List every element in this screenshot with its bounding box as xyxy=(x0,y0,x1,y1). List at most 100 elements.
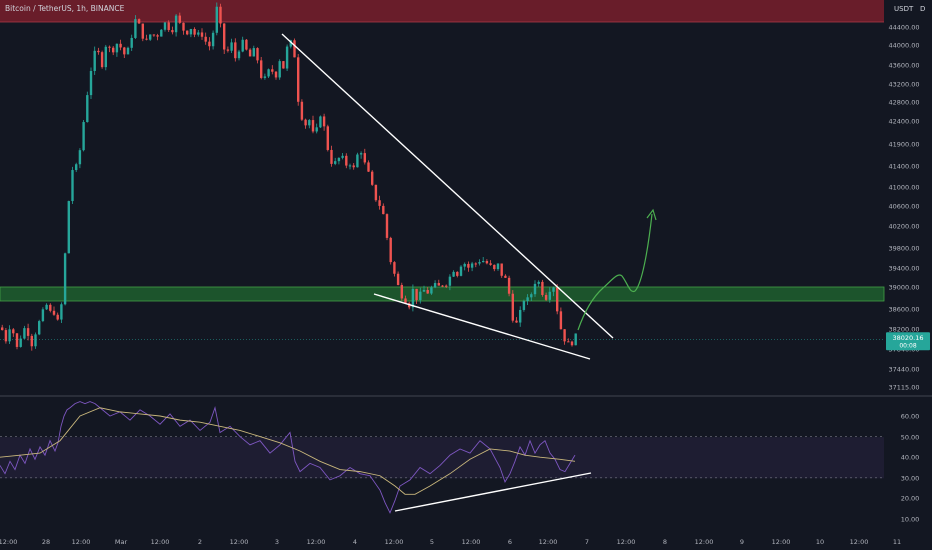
candle-body xyxy=(341,155,344,158)
current-price-badge[interactable] xyxy=(886,332,930,351)
candle-body xyxy=(519,309,522,323)
price-tick-label: 44000.00 xyxy=(888,42,919,50)
time-tick-label: 4 xyxy=(353,538,357,546)
rsi-tick-label: 50.00 xyxy=(901,434,920,442)
rsi-divergence-trendline[interactable] xyxy=(394,472,592,512)
time-tick-label: 12:00 xyxy=(385,538,404,546)
drawings-layer xyxy=(281,33,657,512)
rsi-pane-bg xyxy=(0,398,932,550)
candle-body xyxy=(100,52,104,68)
price-tick-label: 38600.00 xyxy=(888,306,919,314)
candle-body xyxy=(559,311,563,330)
rsi-pane[interactable] xyxy=(0,398,932,550)
time-tick-label: Mar xyxy=(115,538,128,546)
candle-body xyxy=(248,49,252,57)
candle-body xyxy=(430,287,433,294)
time-tick-label: 12:00 xyxy=(462,538,481,546)
candle-body xyxy=(345,155,348,166)
candle-body xyxy=(304,119,307,126)
candle-body xyxy=(193,28,196,35)
candle-body xyxy=(463,263,466,267)
candle-body xyxy=(371,171,374,185)
time-tick-label: 3 xyxy=(275,538,279,546)
candle-body xyxy=(256,48,259,61)
candle-body xyxy=(507,277,511,294)
candle-body xyxy=(282,61,285,69)
projection-path[interactable] xyxy=(577,213,653,331)
candle-body xyxy=(234,42,237,59)
candle-body xyxy=(115,43,119,53)
candle-body xyxy=(385,214,389,238)
candle-body xyxy=(319,116,322,128)
candle-body xyxy=(374,184,378,201)
candle-body xyxy=(378,200,381,206)
candle-body xyxy=(230,42,233,51)
candle-body xyxy=(211,32,215,47)
price-tick-label: 42400.00 xyxy=(888,118,919,126)
candle-body xyxy=(60,304,63,320)
rsi-axis[interactable]: 60.00 50.00 40.00 30.00 20.00 10.00 xyxy=(901,413,920,524)
candle-body xyxy=(389,237,392,263)
support-zone xyxy=(0,287,884,301)
candle-body xyxy=(315,127,318,132)
candle-body xyxy=(52,310,56,315)
candle-body xyxy=(441,285,444,287)
candle-body xyxy=(363,153,366,163)
candle-body xyxy=(145,38,148,40)
price-pane[interactable] xyxy=(0,0,932,397)
candle-body xyxy=(63,253,67,305)
time-tick-label: 28 xyxy=(42,538,50,546)
candle-body xyxy=(171,30,174,33)
candle-body xyxy=(167,22,170,31)
price-tick-label: 40200.00 xyxy=(888,223,919,231)
candle-body xyxy=(334,161,337,164)
candle-body xyxy=(41,309,45,322)
candle-body xyxy=(400,284,403,299)
candle-body xyxy=(393,262,396,274)
projection-arrowhead xyxy=(646,208,657,221)
rsi-ma-line xyxy=(0,407,576,495)
candle-body xyxy=(437,283,440,286)
candle-body xyxy=(78,150,82,165)
candle-body xyxy=(152,34,156,36)
candle-body xyxy=(533,283,537,295)
candle-body xyxy=(163,22,167,30)
candle-body xyxy=(38,321,41,335)
price-tick-label: 43600.00 xyxy=(888,62,919,70)
rsi-tick-label: 10.00 xyxy=(901,516,920,524)
wedge-lower-trendline[interactable] xyxy=(373,293,591,360)
symbol-title: Bitcoin / TetherUS, 1h, BINANCE xyxy=(5,4,125,13)
currency-label: USDT xyxy=(894,5,914,13)
candles xyxy=(1,2,577,351)
time-tick-label: 12:00 xyxy=(151,538,170,546)
time-axis[interactable]: 12:00 28 12:00 Mar 12:00 2 12:00 3 12:00 4 12:00 5 1… xyxy=(0,538,901,546)
wedge-upper-trendline[interactable] xyxy=(281,33,614,339)
time-tick-label: 8 xyxy=(663,538,667,546)
candle-body xyxy=(293,40,296,58)
candle-body xyxy=(552,287,555,292)
candle-body xyxy=(26,328,30,336)
candle-body xyxy=(504,275,507,278)
time-tick-label: 7 xyxy=(585,538,589,546)
candle-body xyxy=(570,341,574,346)
price-axis[interactable]: 44400.00 44000.00 43600.00 43200.00 42800.00… xyxy=(886,24,930,392)
candle-body xyxy=(30,335,33,347)
candle-body xyxy=(71,170,74,202)
rsi-tick-label: 60.00 xyxy=(901,413,920,421)
candle-body xyxy=(337,157,341,162)
rsi-tick-label: 40.00 xyxy=(901,454,920,462)
candle-body xyxy=(134,19,137,38)
time-tick-label: 12:00 xyxy=(850,538,869,546)
price-pane-bg xyxy=(0,0,932,394)
candle-body xyxy=(23,328,26,339)
candle-body xyxy=(86,95,89,123)
candle-body xyxy=(489,263,492,265)
candle-body xyxy=(237,51,241,59)
candle-body xyxy=(563,329,566,342)
candle-body xyxy=(308,120,311,126)
candle-body xyxy=(67,201,70,254)
candle-body xyxy=(452,271,455,277)
price-countdown: 00:08 xyxy=(899,343,916,350)
resistance-zone xyxy=(0,0,884,22)
